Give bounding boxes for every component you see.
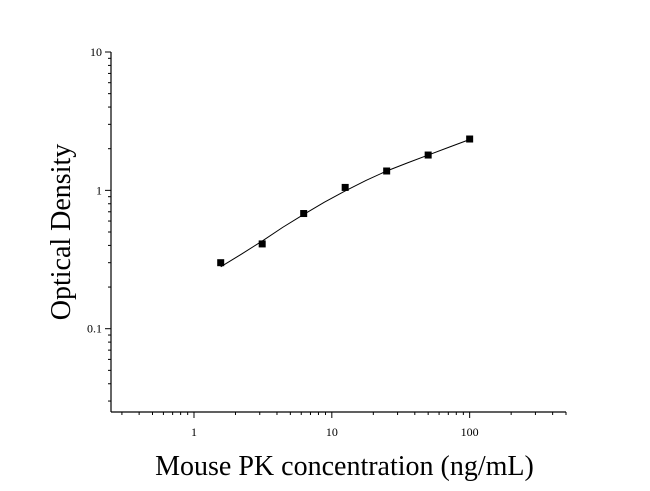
data-point	[258, 240, 266, 248]
data-point	[383, 167, 391, 175]
y-tick-label: 0.1	[87, 322, 102, 336]
y-tick-label: 10	[90, 45, 102, 59]
fit-curve-group	[220, 139, 470, 268]
data-point	[300, 210, 308, 218]
x-tick-label: 100	[461, 425, 479, 439]
x-tick-label: 1	[191, 425, 197, 439]
fit-curve	[220, 139, 470, 268]
data-points	[217, 135, 474, 267]
data-point	[217, 259, 225, 267]
axis-ticks: 0.1 1 10 1 10 100	[87, 45, 567, 439]
x-tick-label: 10	[326, 425, 338, 439]
data-point	[424, 151, 432, 159]
x-axis-title: Mouse PK concentration (ng/mL)	[155, 451, 534, 482]
y-axis-title: Optical Density	[46, 144, 77, 321]
data-point	[341, 183, 349, 191]
data-point	[466, 135, 474, 143]
y-tick-label: 1	[96, 183, 102, 197]
axes	[110, 52, 566, 413]
